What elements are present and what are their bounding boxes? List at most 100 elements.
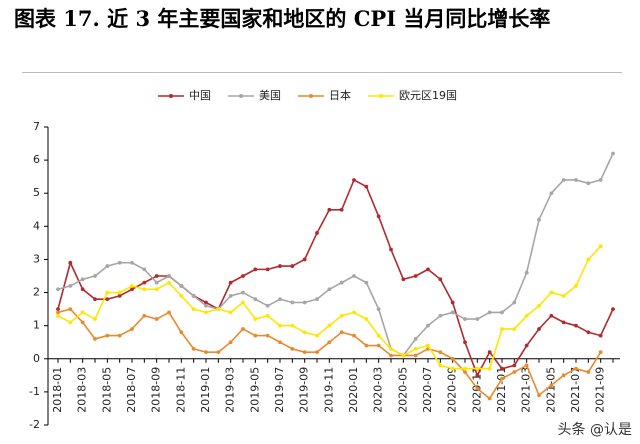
- data-point: [290, 264, 295, 268]
- data-point: [142, 287, 147, 292]
- data-point: [179, 293, 184, 298]
- data-point: [549, 191, 554, 196]
- data-point: [401, 353, 406, 358]
- data-point: [500, 376, 504, 381]
- data-point: [438, 350, 443, 355]
- data-point: [302, 300, 307, 305]
- chart-title: 图表 17. 近 3 年主要国家和地区的 CPI 当月同比增长率: [14, 6, 551, 31]
- data-point: [278, 297, 282, 302]
- x-tick-label: 2019-09: [298, 367, 311, 413]
- data-point: [364, 184, 369, 189]
- data-point: [216, 350, 221, 355]
- data-point: [228, 310, 233, 315]
- data-point: [426, 343, 430, 348]
- data-point: [191, 293, 196, 298]
- data-point: [450, 300, 455, 305]
- legend-label: 美国: [259, 89, 281, 102]
- data-point: [142, 313, 147, 318]
- data-point: [167, 274, 171, 278]
- data-point: [253, 333, 258, 338]
- data-point: [315, 231, 319, 235]
- data-point: [265, 333, 270, 338]
- data-point: [130, 260, 134, 265]
- data-point: [561, 373, 566, 378]
- data-point: [154, 287, 159, 292]
- data-point: [241, 300, 245, 305]
- y-tick-label: 1: [33, 319, 40, 332]
- data-point: [586, 370, 591, 374]
- x-tick-label: 2021-07: [569, 367, 582, 413]
- data-point: [376, 343, 381, 348]
- data-point: [327, 207, 332, 212]
- data-point: [389, 346, 393, 351]
- data-point: [512, 363, 517, 368]
- data-point: [130, 327, 134, 331]
- data-point: [56, 287, 60, 292]
- data-point: [401, 277, 406, 282]
- legend-marker: [379, 94, 383, 98]
- y-tick-label: 6: [33, 153, 40, 166]
- data-point: [339, 313, 344, 318]
- data-point: [537, 327, 541, 331]
- data-point: [500, 310, 504, 315]
- data-point: [327, 323, 332, 328]
- data-point: [105, 290, 110, 295]
- x-tick-label: 2021-01: [495, 367, 508, 413]
- x-tick-label: 2018-05: [100, 367, 113, 413]
- series-line: [57, 153, 614, 357]
- data-point: [327, 287, 332, 292]
- series-line: [57, 178, 614, 378]
- x-tick-label: 2018-09: [150, 367, 163, 413]
- legend-label: 日本: [329, 88, 351, 102]
- data-point: [191, 346, 196, 351]
- data-point: [130, 287, 134, 292]
- x-tick-label: 2019-01: [199, 367, 212, 413]
- data-point: [352, 333, 356, 338]
- data-point: [56, 310, 60, 315]
- legend-marker: [309, 94, 313, 98]
- data-point: [574, 323, 578, 328]
- legend-label: 中国: [189, 89, 211, 102]
- data-point: [463, 370, 467, 374]
- data-point: [500, 366, 504, 371]
- x-tick-label: 2018-03: [76, 367, 89, 413]
- x-tick-label: 2021-05: [544, 367, 557, 413]
- data-point: [475, 317, 480, 321]
- data-point: [253, 297, 258, 302]
- data-point: [487, 310, 492, 315]
- data-point: [512, 327, 517, 331]
- data-point: [302, 330, 307, 335]
- data-point: [117, 333, 122, 338]
- data-point: [241, 327, 245, 331]
- data-point: [537, 303, 541, 308]
- x-tick-label: 2018-07: [125, 367, 138, 413]
- data-point: [68, 320, 73, 325]
- data-point: [80, 287, 85, 292]
- data-point: [512, 370, 517, 374]
- y-tick-label: 7: [33, 120, 40, 133]
- data-point: [80, 310, 85, 315]
- series-line: [57, 245, 602, 370]
- data-point: [241, 290, 245, 295]
- data-point: [450, 366, 455, 371]
- data-point: [105, 297, 110, 302]
- x-tick-label: 2019-07: [273, 367, 286, 413]
- data-point: [413, 337, 418, 341]
- data-point: [228, 293, 233, 298]
- data-point: [68, 284, 73, 288]
- data-point: [586, 330, 591, 335]
- data-point: [487, 366, 492, 371]
- data-point: [561, 320, 566, 325]
- data-point: [438, 313, 443, 318]
- y-tick-label: 0: [33, 352, 40, 365]
- data-point: [80, 320, 85, 325]
- data-point: [315, 333, 319, 338]
- data-point: [204, 310, 208, 315]
- data-point: [450, 310, 455, 315]
- data-point: [278, 340, 282, 345]
- data-point: [574, 178, 578, 182]
- x-tick-label: 2020-07: [421, 367, 434, 413]
- watermark: 头条 @认是: [558, 421, 632, 438]
- data-point: [389, 247, 393, 252]
